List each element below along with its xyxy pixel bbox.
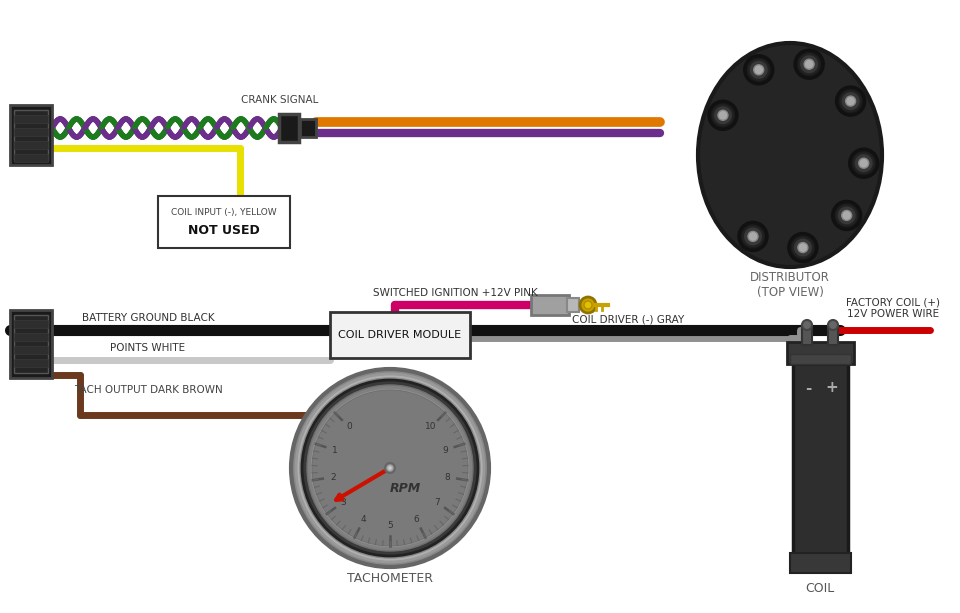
Bar — [828, 325, 838, 345]
Text: 6: 6 — [414, 515, 420, 524]
Circle shape — [300, 378, 480, 558]
Circle shape — [832, 202, 861, 229]
Circle shape — [708, 101, 737, 129]
Text: FACTORY COIL (+)
12V POWER WIRE: FACTORY COIL (+) 12V POWER WIRE — [846, 297, 940, 319]
Circle shape — [748, 231, 758, 242]
Bar — [531, 295, 569, 315]
Bar — [802, 325, 812, 345]
Bar — [10, 105, 52, 165]
Circle shape — [310, 388, 470, 548]
Circle shape — [828, 320, 838, 330]
Text: DISTRIBUTOR
(TOP VIEW): DISTRIBUTOR (TOP VIEW) — [750, 271, 830, 299]
Bar — [14, 346, 48, 354]
Text: COIL INPUT (-), YELLOW: COIL INPUT (-), YELLOW — [171, 207, 276, 216]
Circle shape — [312, 390, 468, 546]
Circle shape — [802, 320, 812, 330]
Circle shape — [296, 374, 484, 562]
Text: 5: 5 — [387, 522, 393, 530]
Text: TACHOMETER: TACHOMETER — [347, 571, 433, 585]
Text: 2: 2 — [330, 473, 336, 482]
Circle shape — [841, 91, 860, 111]
Text: 1: 1 — [332, 446, 338, 455]
Text: POINTS WHITE: POINTS WHITE — [110, 343, 185, 353]
Circle shape — [749, 60, 769, 80]
Circle shape — [798, 243, 808, 253]
Circle shape — [804, 59, 814, 69]
Circle shape — [713, 105, 732, 125]
Text: 0: 0 — [347, 422, 352, 432]
Text: RPM: RPM — [390, 481, 420, 495]
Bar — [330, 312, 470, 358]
Text: 9: 9 — [443, 446, 448, 455]
Circle shape — [842, 210, 852, 221]
Circle shape — [291, 369, 489, 567]
Text: BATTERY GROUND BLACK: BATTERY GROUND BLACK — [82, 313, 214, 323]
Circle shape — [388, 465, 393, 471]
Circle shape — [836, 87, 865, 115]
Text: -: - — [804, 381, 811, 395]
Bar — [14, 115, 48, 123]
Circle shape — [846, 96, 855, 106]
Bar — [786, 342, 853, 364]
Bar — [789, 553, 851, 573]
Text: CRANK SIGNAL: CRANK SIGNAL — [241, 95, 319, 105]
Circle shape — [789, 234, 817, 262]
Circle shape — [799, 54, 819, 74]
Bar — [14, 320, 48, 328]
Bar — [789, 354, 851, 364]
Bar — [14, 110, 48, 160]
Bar — [14, 315, 48, 373]
Circle shape — [858, 158, 869, 168]
Bar — [14, 359, 48, 367]
Text: NOT USED: NOT USED — [188, 224, 260, 237]
Circle shape — [743, 226, 763, 246]
Bar — [793, 360, 848, 568]
Ellipse shape — [698, 43, 882, 267]
Circle shape — [580, 297, 596, 313]
Circle shape — [793, 238, 813, 257]
Circle shape — [385, 463, 395, 473]
Circle shape — [837, 205, 856, 226]
Circle shape — [853, 153, 874, 173]
Bar — [279, 114, 299, 142]
Bar — [300, 119, 316, 137]
Text: 8: 8 — [444, 473, 450, 482]
Bar — [158, 196, 290, 248]
Circle shape — [584, 301, 592, 309]
Circle shape — [850, 149, 877, 177]
Text: 4: 4 — [361, 515, 367, 524]
Bar — [567, 298, 579, 312]
Circle shape — [754, 65, 764, 75]
Text: COIL DRIVER MODULE: COIL DRIVER MODULE — [339, 330, 462, 340]
Circle shape — [745, 56, 773, 84]
Text: 3: 3 — [340, 498, 346, 506]
Text: COIL: COIL — [805, 582, 834, 595]
Circle shape — [739, 223, 767, 250]
Bar — [14, 333, 48, 341]
Text: SWITCHED IGNITION +12V PINK: SWITCHED IGNITION +12V PINK — [372, 288, 538, 298]
Bar — [14, 154, 48, 162]
Circle shape — [302, 380, 478, 556]
Bar — [14, 141, 48, 149]
Text: TACH OUTPUT DARK BROWN: TACH OUTPUT DARK BROWN — [74, 385, 223, 395]
Circle shape — [307, 385, 473, 551]
Text: 7: 7 — [434, 498, 440, 506]
Bar — [10, 310, 52, 378]
Circle shape — [718, 110, 728, 120]
Bar — [14, 128, 48, 136]
Text: COIL DRIVER (-) GRAY: COIL DRIVER (-) GRAY — [572, 315, 684, 325]
Circle shape — [795, 50, 823, 78]
Text: 10: 10 — [425, 422, 437, 432]
Text: +: + — [826, 381, 838, 395]
